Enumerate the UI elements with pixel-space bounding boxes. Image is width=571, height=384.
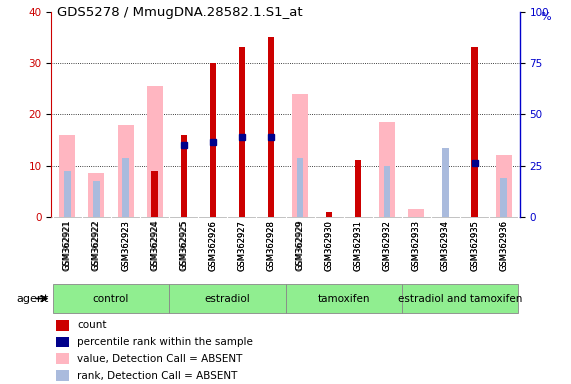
Text: GDS5278 / MmugDNA.28582.1.S1_at: GDS5278 / MmugDNA.28582.1.S1_at <box>57 6 303 19</box>
Text: GSM362936: GSM362936 <box>499 220 508 271</box>
Text: control: control <box>93 293 129 304</box>
Bar <box>355 161 361 217</box>
Bar <box>122 158 128 217</box>
Text: percentile rank within the sample: percentile rank within the sample <box>77 337 253 347</box>
Text: GSM362921: GSM362921 <box>63 220 72 271</box>
Text: estradiol and tamoxifen: estradiol and tamoxifen <box>398 293 522 304</box>
Text: GSM362933: GSM362933 <box>412 220 421 271</box>
Text: count: count <box>77 320 107 330</box>
Text: value, Detection Call = ABSENT: value, Detection Call = ABSENT <box>77 354 243 364</box>
Bar <box>408 209 424 217</box>
Bar <box>496 156 512 217</box>
Bar <box>355 179 361 217</box>
Text: GSM362922: GSM362922 <box>92 220 101 271</box>
Bar <box>297 158 303 217</box>
Text: tamoxifen: tamoxifen <box>317 293 370 304</box>
Text: %: % <box>541 12 552 22</box>
Bar <box>59 135 75 217</box>
Bar <box>471 48 478 217</box>
Bar <box>286 284 402 313</box>
Text: GSM362929: GSM362929 <box>296 220 304 271</box>
Bar <box>169 284 286 313</box>
Text: GSM362932: GSM362932 <box>383 220 392 271</box>
Text: agent: agent <box>16 293 49 304</box>
Bar <box>268 37 274 217</box>
Bar <box>64 171 71 217</box>
Text: GSM362934: GSM362934 <box>441 220 450 271</box>
Bar <box>93 181 100 217</box>
Text: estradiol: estradiol <box>204 293 250 304</box>
Text: GSM362930: GSM362930 <box>325 220 333 271</box>
Bar <box>56 370 69 381</box>
Bar <box>402 284 518 313</box>
Bar <box>56 320 69 331</box>
Bar <box>292 94 308 217</box>
Text: GSM362925: GSM362925 <box>179 220 188 271</box>
Bar <box>180 135 187 217</box>
Text: GSM362927: GSM362927 <box>238 220 246 271</box>
Bar <box>384 166 391 217</box>
Text: GSM362935: GSM362935 <box>470 220 479 271</box>
Bar <box>443 147 449 217</box>
Text: GSM362924: GSM362924 <box>150 220 159 271</box>
Text: GSM362928: GSM362928 <box>267 220 275 271</box>
Text: GSM362926: GSM362926 <box>208 220 218 271</box>
Bar <box>53 284 169 313</box>
Bar <box>147 86 163 217</box>
Text: rank, Detection Call = ABSENT: rank, Detection Call = ABSENT <box>77 371 238 381</box>
Bar <box>56 353 69 364</box>
Bar <box>500 179 507 217</box>
Bar <box>379 122 395 217</box>
Bar <box>239 48 245 217</box>
Text: GSM362931: GSM362931 <box>353 220 363 271</box>
Bar <box>118 124 134 217</box>
Text: GSM362923: GSM362923 <box>121 220 130 271</box>
Bar <box>56 337 69 348</box>
Bar <box>210 63 216 217</box>
Bar <box>151 171 158 217</box>
Bar <box>326 212 332 217</box>
Bar <box>89 173 104 217</box>
